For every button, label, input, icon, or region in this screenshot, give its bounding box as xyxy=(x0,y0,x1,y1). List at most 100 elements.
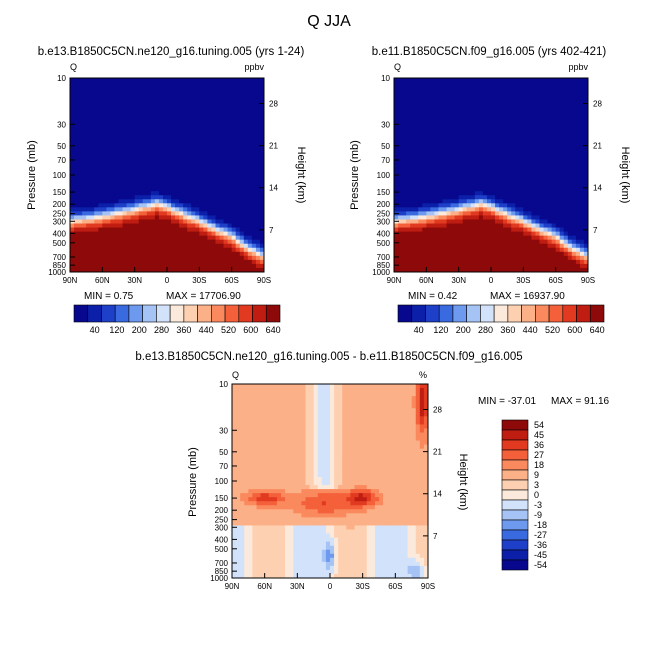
heatmap-cell xyxy=(175,122,180,127)
heatmap-cell xyxy=(130,150,136,156)
heatmap-cell xyxy=(191,175,196,180)
heatmap-cell xyxy=(523,118,528,123)
heatmap-cell xyxy=(86,106,91,111)
heatmap-cell xyxy=(515,235,520,241)
heatmap-cell xyxy=(98,118,103,123)
heatmap-cell xyxy=(187,170,192,176)
heatmap-cell xyxy=(162,251,168,257)
heatmap-cell xyxy=(434,138,439,144)
heatmap-cell xyxy=(244,497,249,502)
heatmap-cell xyxy=(70,162,75,168)
heatmap-cell xyxy=(515,134,520,140)
heatmap-cell xyxy=(247,94,253,99)
heatmap-cell xyxy=(519,175,524,180)
heatmap-cell xyxy=(239,255,245,261)
heatmap-cell xyxy=(486,146,492,152)
heatmap-cell xyxy=(90,251,95,257)
heatmap-cell xyxy=(255,130,261,135)
heatmap-cell xyxy=(547,247,553,253)
heatmap-cell xyxy=(462,82,468,87)
heatmap-cell xyxy=(175,239,180,245)
heatmap-cell xyxy=(531,183,536,188)
heatmap-cell xyxy=(122,207,127,212)
heatmap-cell xyxy=(438,170,443,176)
heatmap-cell xyxy=(219,247,224,253)
heatmap-cell xyxy=(402,86,407,91)
heatmap-cell xyxy=(450,183,456,188)
heatmap-cell xyxy=(559,90,565,95)
heatmap-cell xyxy=(426,175,431,180)
heatmap-cell xyxy=(503,126,508,131)
heatmap-cell xyxy=(503,142,508,148)
heatmap-cell xyxy=(207,211,212,216)
heatmap-cell xyxy=(244,529,249,534)
heatmap-cell xyxy=(442,239,447,245)
heatmap-cell xyxy=(239,247,245,253)
heatmap-cell xyxy=(478,219,484,224)
heatmap-cell xyxy=(195,114,200,119)
heatmap-cell xyxy=(406,118,411,123)
heatmap-cell xyxy=(106,259,111,265)
heatmap-cell xyxy=(130,231,136,237)
heatmap-cell xyxy=(551,175,557,180)
heatmap-cell xyxy=(466,170,472,176)
heatmap-cell xyxy=(519,102,524,107)
heatmap-cell xyxy=(255,86,261,91)
heatmap-cell xyxy=(474,199,480,204)
heatmap-cell xyxy=(223,255,229,261)
heatmap-cell xyxy=(243,166,249,172)
heatmap-cell xyxy=(110,207,115,212)
colorbar-swatch xyxy=(507,304,522,323)
heatmap-cell xyxy=(122,191,127,196)
heatmap-cell xyxy=(499,166,504,172)
heatmap-cell xyxy=(418,78,423,83)
heatmap-cell xyxy=(499,162,504,168)
heatmap-cell xyxy=(438,247,443,253)
heatmap-cell xyxy=(243,175,249,180)
heatmap-cell xyxy=(191,239,196,245)
heatmap-cell xyxy=(515,223,520,228)
heatmap-cell xyxy=(94,207,99,212)
heatmap-cell xyxy=(571,134,577,140)
heatmap-cell xyxy=(394,187,399,192)
heatmap-cell xyxy=(162,110,168,115)
colorbar-swatch xyxy=(142,304,157,323)
colorbar-swatch xyxy=(548,304,564,323)
x-tick-label: 0 xyxy=(489,276,494,285)
heatmap-cell xyxy=(138,183,144,188)
heatmap-cell xyxy=(482,259,488,265)
heatmap-cell xyxy=(523,239,528,245)
heatmap-cell xyxy=(442,191,447,196)
heatmap-cell xyxy=(442,158,447,164)
heatmap-cell xyxy=(126,114,132,119)
heatmap-cell xyxy=(259,235,265,241)
heatmap-cell xyxy=(158,138,164,144)
heatmap-cell xyxy=(248,424,253,429)
heatmap-cell xyxy=(555,223,561,228)
heatmap-cell xyxy=(179,146,184,152)
heatmap-cell xyxy=(547,94,553,99)
heatmap-cell xyxy=(515,98,520,103)
heatmap-cell xyxy=(183,130,188,135)
colorbar-swatch xyxy=(480,304,495,323)
colorbar-swatch xyxy=(452,304,467,323)
heatmap-cell xyxy=(106,207,111,212)
heatmap-cell xyxy=(259,126,265,131)
heatmap-cell xyxy=(438,122,443,127)
heatmap-cell xyxy=(74,243,79,249)
heatmap-cell xyxy=(86,191,91,196)
heatmap-cell xyxy=(122,90,127,95)
heatmap-cell xyxy=(223,82,229,87)
heatmap-cell xyxy=(126,235,132,241)
heatmap-cell xyxy=(563,179,569,184)
heatmap-cell xyxy=(138,251,144,257)
heatmap-cell xyxy=(110,78,115,83)
heatmap-cell xyxy=(239,183,245,188)
heatmap-cell xyxy=(70,170,75,176)
heatmap-cell xyxy=(402,106,407,111)
heatmap-cell xyxy=(571,175,577,180)
heatmap-cell xyxy=(231,255,237,261)
heatmap-cell xyxy=(466,78,472,83)
heatmap-cell xyxy=(126,150,132,156)
heatmap-cell xyxy=(82,150,87,156)
